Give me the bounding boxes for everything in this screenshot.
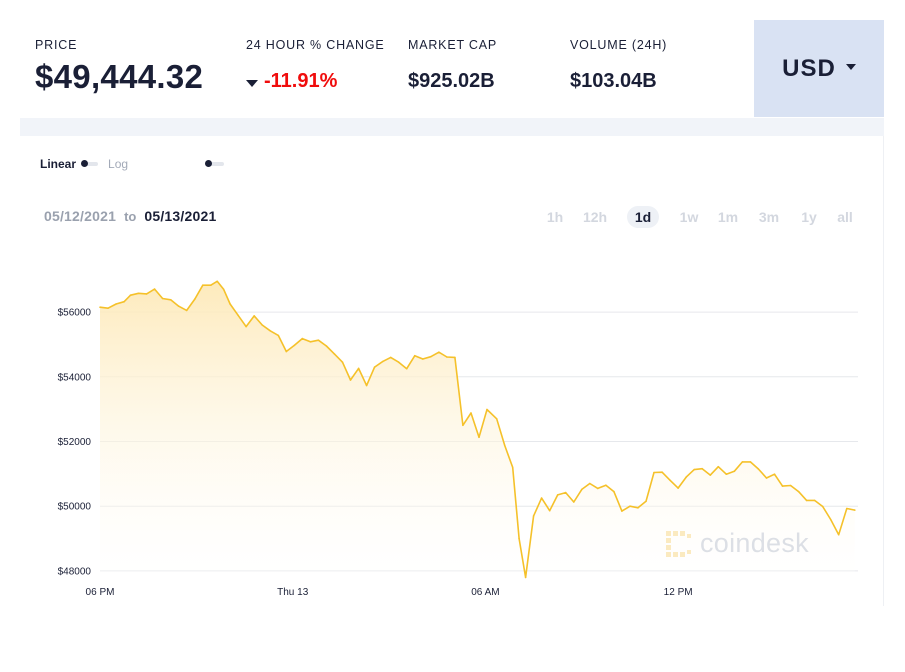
currency-label: USD (782, 54, 836, 82)
currency-dropdown[interactable]: USD (754, 20, 884, 117)
y-tick-label: $56000 (58, 308, 92, 319)
stats-header: PRICE $49,444.32 24 HOUR % CHANGE -11.91… (0, 0, 905, 118)
toggle-knob (81, 160, 89, 167)
coindesk-watermark: coindesk (664, 528, 809, 559)
volume-label: VOLUME (24H) (570, 38, 668, 52)
date-from[interactable]: 05/12/2021 (44, 208, 117, 224)
price-stat: PRICE $49,444.32 (35, 38, 203, 96)
scale-option-linear[interactable]: Linear (40, 157, 99, 171)
date-range: 05/12/2021 to 05/13/2021 (44, 208, 216, 224)
x-tick-label: 12 PM (664, 587, 693, 598)
scale-log-label: Log (108, 157, 129, 171)
x-tick-label: 06 PM (86, 587, 115, 598)
range-1h-button[interactable]: 1h (546, 209, 564, 225)
price-line[interactable] (99, 280, 855, 579)
range-1m-button[interactable]: 1m (717, 209, 739, 225)
change-stat: 24 HOUR % CHANGE -11.91% (246, 38, 385, 93)
range-1d-button[interactable]: 1d (627, 206, 659, 228)
x-axis: 06 PM Thu 13 06 AM 12 PM (86, 587, 693, 598)
y-tick-label: $54000 (58, 372, 92, 383)
caret-down-icon (246, 80, 258, 87)
volume-value: $103.04B (570, 70, 657, 92)
market-cap-label: MARKET CAP (408, 38, 498, 52)
scale-linear-toggle[interactable] (81, 160, 99, 167)
scale-linear-label: Linear (40, 157, 77, 171)
range-3m-button[interactable]: 3m (758, 209, 780, 225)
chevron-down-icon (845, 63, 856, 70)
date-to-word: to (124, 208, 137, 224)
market-cap-stat: MARKET CAP $925.02B (408, 38, 497, 93)
x-tick-label: Thu 13 (277, 587, 309, 598)
y-tick-label: $48000 (58, 566, 92, 577)
range-1w-button[interactable]: 1w (679, 209, 699, 225)
y-axis: $48000 $50000 $52000 $54000 $56000 (58, 308, 92, 578)
coindesk-logo-icon (666, 530, 691, 557)
y-tick-label: $52000 (58, 437, 92, 448)
market-cap-value: $925.02B (408, 70, 495, 92)
volume-stat: VOLUME (24H) $103.04B (570, 38, 667, 93)
price-label: PRICE (35, 38, 78, 52)
secondary-toggle[interactable] (205, 160, 224, 167)
change-value-row: -11.91% (246, 70, 385, 93)
change-value: -11.91% (264, 70, 338, 92)
toggle-knob (205, 160, 212, 167)
change-label: 24 HOUR % CHANGE (246, 38, 385, 52)
range-12h-button[interactable]: 12h (582, 209, 608, 225)
range-1y-button[interactable]: 1y (801, 209, 817, 225)
range-all-button[interactable]: all (837, 209, 853, 225)
scale-option-log[interactable]: Log (98, 157, 128, 171)
price-value: $49,444.32 (35, 58, 204, 95)
date-to[interactable]: 05/13/2021 (144, 208, 217, 224)
header-divider-band (20, 118, 884, 136)
watermark-text: coindesk (700, 528, 809, 558)
y-tick-label: $50000 (58, 502, 92, 513)
panel-edge (883, 136, 884, 606)
x-tick-label: 06 AM (471, 587, 499, 598)
scale-toggle-group: Linear Log (40, 156, 128, 172)
